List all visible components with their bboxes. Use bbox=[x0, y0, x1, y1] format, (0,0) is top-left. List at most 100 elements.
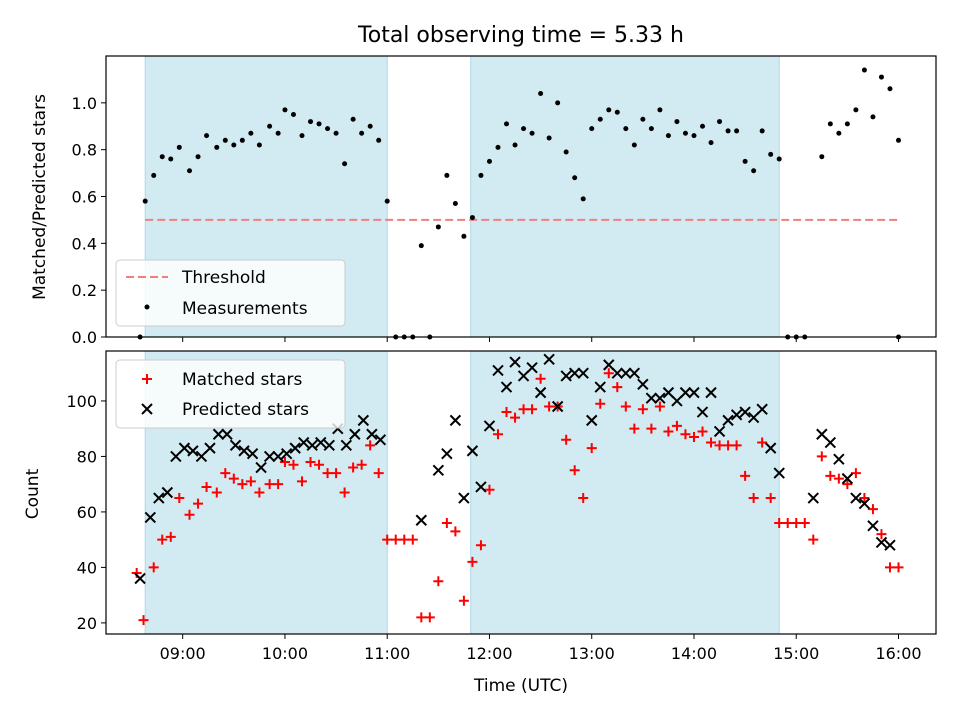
y-tick-label: 0.8 bbox=[72, 141, 97, 160]
data-point bbox=[580, 196, 586, 202]
data-point bbox=[569, 465, 580, 476]
data-point bbox=[466, 445, 479, 457]
data-point bbox=[841, 472, 854, 485]
bottom-y-axis-label: Count bbox=[23, 468, 43, 519]
data-point bbox=[184, 509, 195, 520]
data-point bbox=[316, 121, 322, 127]
highlight-span bbox=[470, 55, 780, 338]
data-point bbox=[662, 386, 675, 399]
data-point bbox=[204, 442, 216, 454]
data-point bbox=[435, 224, 441, 230]
highlight-span bbox=[470, 350, 780, 635]
bottom-panel: 20 40 60 80 100 09:00 10:00 11:00 12:00 13:00 14:0… bbox=[66, 350, 937, 663]
data-point bbox=[433, 576, 444, 587]
data-point bbox=[475, 540, 486, 551]
data-point bbox=[645, 392, 658, 404]
data-point bbox=[138, 615, 149, 626]
data-point bbox=[365, 440, 376, 451]
data-point bbox=[467, 556, 478, 567]
top-panel: 0.0 0.2 0.4 0.6 0.8 1.0 Threshold Measurements bbox=[72, 55, 937, 347]
data-point bbox=[272, 450, 284, 463]
y-tick-label: 80 bbox=[77, 447, 97, 466]
data-point bbox=[374, 434, 387, 446]
data-point bbox=[551, 400, 564, 413]
data-point bbox=[739, 406, 751, 418]
data-point bbox=[768, 151, 774, 157]
data-point bbox=[589, 126, 595, 132]
data-point bbox=[246, 447, 259, 460]
data-point bbox=[578, 493, 589, 504]
x-tick-label: 14:00 bbox=[671, 644, 717, 663]
data-point bbox=[853, 107, 859, 113]
data-point bbox=[333, 130, 339, 136]
data-point bbox=[648, 126, 654, 132]
data-point bbox=[717, 119, 723, 125]
data-point bbox=[850, 492, 862, 504]
data-point bbox=[563, 149, 569, 155]
data-point bbox=[628, 367, 641, 379]
data-point bbox=[603, 368, 614, 379]
data-point bbox=[631, 142, 637, 148]
data-point bbox=[807, 492, 819, 504]
data-point bbox=[688, 386, 700, 399]
data-point bbox=[296, 476, 307, 487]
data-point bbox=[858, 497, 871, 510]
data-point bbox=[759, 128, 765, 134]
data-point bbox=[555, 100, 561, 106]
data-point bbox=[544, 401, 555, 412]
y-tick-label: 0.6 bbox=[72, 188, 97, 207]
data-point bbox=[637, 378, 649, 391]
data-point bbox=[486, 158, 492, 164]
data-point bbox=[212, 428, 225, 440]
data-point bbox=[444, 172, 450, 178]
data-point bbox=[504, 121, 510, 127]
chart-title: Total observing time = 5.33 h bbox=[357, 23, 684, 48]
data-point bbox=[323, 439, 335, 452]
data-point bbox=[751, 168, 757, 174]
data-point bbox=[518, 404, 529, 415]
x-tick-label: 11:00 bbox=[364, 644, 410, 663]
x-tick-label: 10:00 bbox=[262, 644, 308, 663]
data-point bbox=[682, 130, 688, 136]
x-axis-label: Time (UTC) bbox=[473, 676, 568, 696]
data-point bbox=[148, 562, 159, 573]
data-point bbox=[572, 175, 578, 181]
data-point bbox=[725, 128, 731, 134]
data-point bbox=[870, 114, 876, 120]
data-point bbox=[373, 468, 384, 479]
data-point bbox=[637, 404, 648, 415]
data-point bbox=[875, 536, 888, 549]
data-point bbox=[495, 144, 501, 150]
data-point bbox=[714, 440, 725, 451]
data-point bbox=[461, 233, 467, 239]
legend-predicted-label: Predicted stars bbox=[182, 400, 309, 420]
data-point bbox=[350, 116, 356, 122]
data-point bbox=[614, 109, 620, 115]
data-point bbox=[612, 382, 623, 393]
data-point bbox=[597, 116, 603, 122]
data-point bbox=[535, 373, 546, 384]
data-point bbox=[282, 107, 288, 113]
data-point bbox=[842, 479, 853, 490]
data-point bbox=[390, 534, 401, 545]
y-tick-label: 60 bbox=[77, 503, 97, 522]
data-point bbox=[665, 133, 671, 139]
data-point bbox=[288, 459, 299, 470]
data-point bbox=[432, 464, 445, 477]
data-point bbox=[279, 456, 290, 467]
data-point bbox=[475, 481, 487, 493]
data-point bbox=[399, 534, 410, 545]
y-tick-label: 1.0 bbox=[72, 94, 97, 113]
data-point bbox=[382, 534, 393, 545]
y-tick-label: 0.0 bbox=[72, 328, 97, 347]
data-point bbox=[220, 468, 231, 479]
data-point bbox=[384, 198, 390, 204]
data-point bbox=[740, 470, 751, 481]
data-point bbox=[458, 492, 470, 504]
data-point bbox=[808, 534, 819, 545]
legend-measurements-label: Measurements bbox=[182, 299, 308, 319]
data-point bbox=[458, 595, 469, 606]
data-point bbox=[747, 411, 760, 424]
